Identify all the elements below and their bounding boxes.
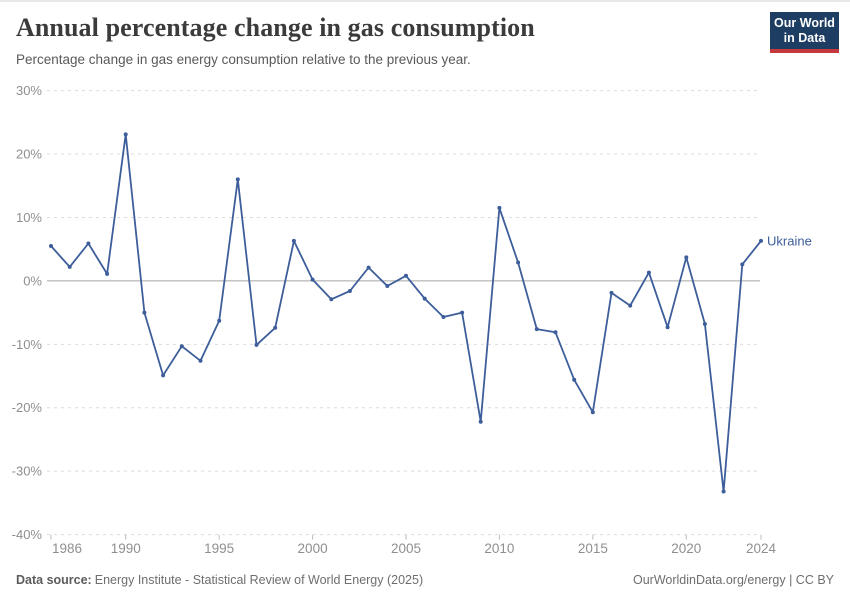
x-tick-label: 2024 bbox=[746, 541, 777, 556]
credit-link[interactable]: OurWorldinData.org/energy | CC BY bbox=[632, 573, 834, 587]
x-tick-label: 1995 bbox=[204, 541, 234, 556]
y-tick-label: -10% bbox=[12, 337, 43, 352]
data-point-marker bbox=[347, 289, 352, 293]
owid-logo-line2: in Data bbox=[783, 30, 826, 45]
y-tick-label: 20% bbox=[16, 147, 42, 162]
data-point-marker bbox=[460, 310, 465, 315]
data-point-marker bbox=[441, 315, 446, 319]
y-tick-label: 10% bbox=[16, 210, 42, 225]
x-tick-label: 2015 bbox=[578, 541, 608, 556]
data-point-marker bbox=[516, 260, 521, 265]
data-point-marker bbox=[534, 327, 539, 332]
data-point-marker bbox=[49, 244, 53, 248]
data-point-marker bbox=[646, 270, 651, 275]
x-tick-label: 2005 bbox=[391, 541, 421, 556]
series-ukraine: Ukraine bbox=[49, 132, 812, 494]
top-border bbox=[0, 0, 850, 2]
owid-logo-line1: Our World bbox=[774, 16, 835, 30]
y-tick-label: 0% bbox=[23, 273, 42, 288]
data-point-marker bbox=[553, 330, 558, 335]
data-point-marker bbox=[161, 373, 166, 378]
data-point-marker bbox=[422, 296, 427, 301]
y-tick-label: -40% bbox=[12, 527, 43, 542]
data-point-marker bbox=[123, 132, 128, 137]
data-point-marker bbox=[273, 325, 278, 330]
data-point-marker bbox=[721, 489, 726, 494]
data-point-marker bbox=[497, 205, 502, 210]
data-point-marker bbox=[254, 342, 259, 347]
data-point-marker bbox=[105, 271, 110, 276]
data-point-marker bbox=[665, 325, 670, 330]
data-point-marker bbox=[310, 277, 315, 282]
data-source-label: Data source: bbox=[16, 573, 92, 587]
y-tick-label: -20% bbox=[12, 400, 43, 415]
data-point-marker bbox=[590, 410, 595, 415]
data-point-marker bbox=[572, 377, 577, 382]
owid-logo[interactable]: Our World in Data bbox=[770, 12, 839, 53]
y-tick-label: 30% bbox=[16, 83, 42, 98]
x-axis: 1986 1990 1995 2000 2005 2010 2015 2020 2024 bbox=[50, 534, 777, 556]
data-point-marker bbox=[329, 297, 334, 302]
data-point-marker bbox=[235, 177, 240, 182]
data-point-marker bbox=[67, 264, 72, 269]
x-tick-label: 1986 bbox=[52, 541, 82, 556]
data-point-marker bbox=[217, 318, 222, 323]
data-point-marker bbox=[291, 238, 296, 243]
x-tick-label: 2000 bbox=[298, 541, 328, 556]
chart-title: Annual percentage change in gas consumpt… bbox=[16, 13, 535, 42]
x-tick-label: 2020 bbox=[671, 541, 701, 556]
data-point-marker bbox=[404, 273, 408, 278]
chart-footer: Data source: Energy Institute - Statistic… bbox=[16, 573, 834, 587]
data-point-marker bbox=[684, 255, 689, 260]
series-label-ukraine[interactable]: Ukraine bbox=[767, 233, 812, 248]
data-point-marker bbox=[609, 290, 614, 295]
data-point-marker bbox=[385, 284, 390, 288]
data-point-marker bbox=[179, 344, 184, 349]
data-point-marker bbox=[142, 310, 147, 315]
chart-header: Annual percentage change in gas consumpt… bbox=[16, 13, 750, 67]
y-tick-label: -30% bbox=[12, 464, 43, 479]
data-point-marker bbox=[478, 419, 483, 424]
data-point-marker bbox=[628, 303, 633, 308]
data-point-marker bbox=[759, 238, 763, 243]
x-tick-label: 1990 bbox=[111, 541, 141, 556]
data-point-marker bbox=[702, 322, 707, 326]
data-point-marker bbox=[86, 241, 91, 246]
y-axis: 30% 20% 10% 0% -10% -20% -30% -40% bbox=[12, 83, 760, 542]
data-point-marker bbox=[740, 262, 745, 267]
data-source: Data source: Energy Institute - Statistic… bbox=[16, 573, 423, 587]
data-source-text: Energy Institute - Statistical Review of… bbox=[94, 573, 424, 587]
line-path-ukraine[interactable] bbox=[50, 133, 762, 493]
data-point-marker bbox=[366, 265, 371, 270]
data-point-marker bbox=[198, 358, 203, 363]
x-tick-label: 2010 bbox=[484, 541, 514, 556]
chart-subtitle: Percentage change in gas energy consumpt… bbox=[16, 52, 471, 67]
